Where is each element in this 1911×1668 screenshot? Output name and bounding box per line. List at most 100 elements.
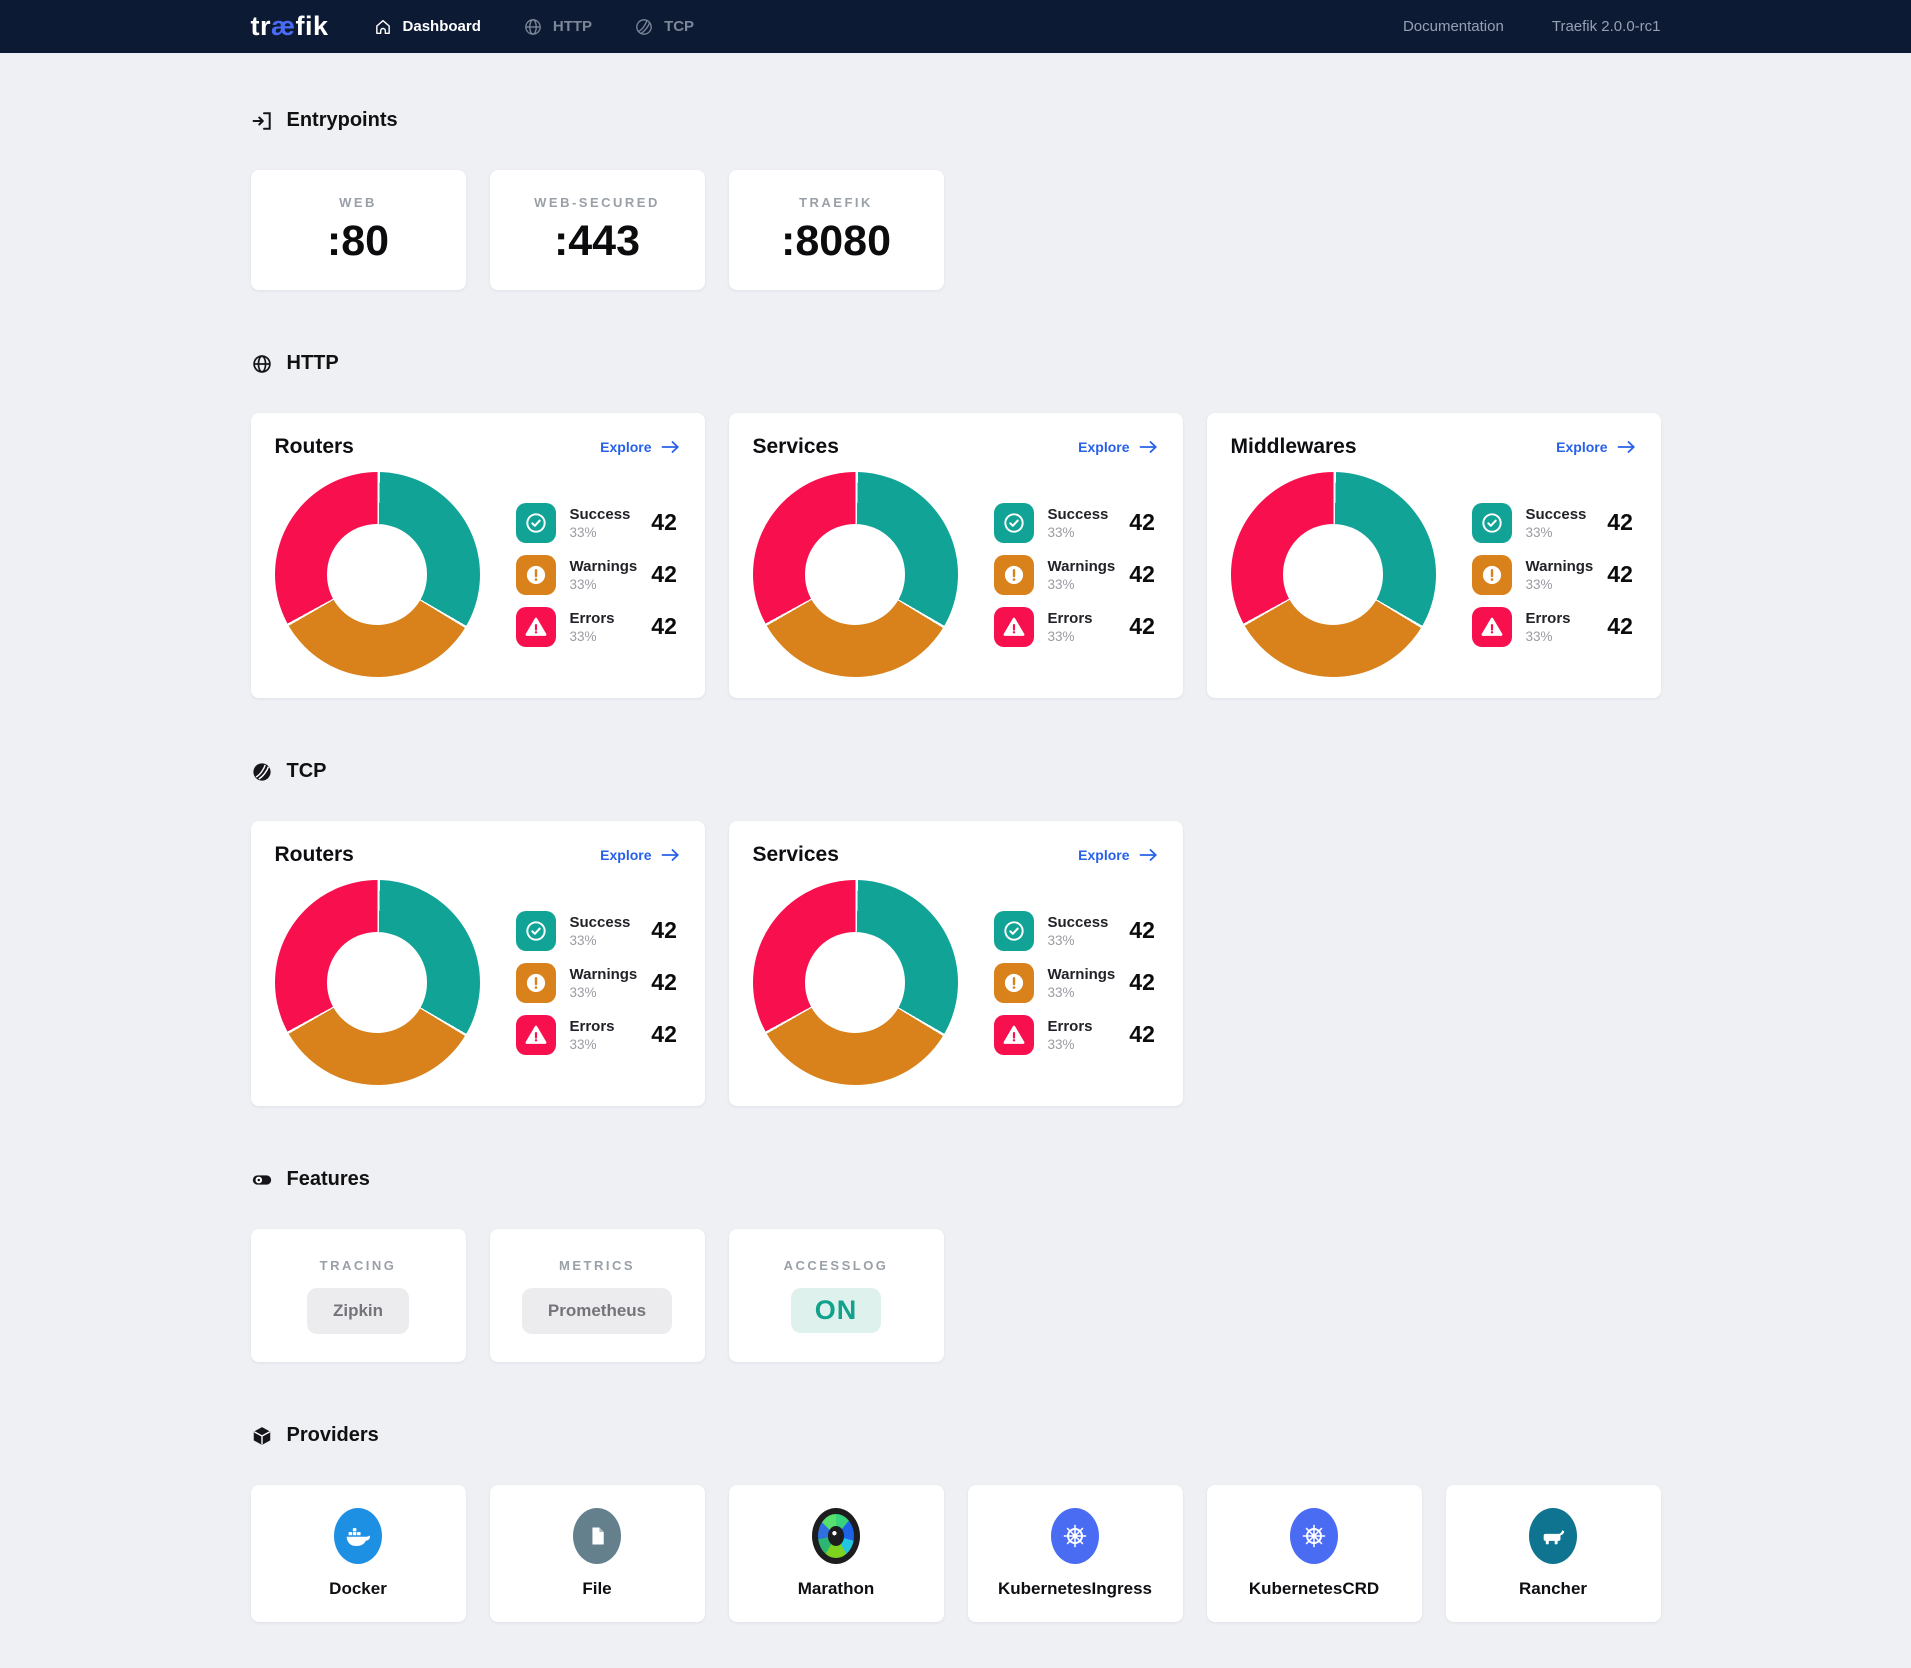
providers-header: Providers [251,1424,1661,1447]
nav-item-http[interactable]: HTTP [523,17,592,37]
chart-card: Routers Explore [250,413,705,698]
globe-icon [525,18,541,35]
entrypoint-card-web: WEB :80 [250,170,466,290]
stat-count: 42 [651,1021,677,1047]
stat-label: Errors [569,1017,615,1035]
provider-name: KubernetesCRD [1248,1579,1380,1598]
stat-percent: 33% [569,932,597,948]
explore-link[interactable]: Explore [1078,439,1158,455]
exclamation-circle-icon [1482,565,1501,584]
check-circle-icon [525,512,546,533]
entrypoint-card-traefik: TRAEFIK :8080 [728,170,944,290]
chart-legend: Success 33% 42 [480,910,681,1055]
entrypoint-card-web-secured: WEB-SECURED :443 [489,170,705,290]
stat-count: 42 [651,561,677,587]
donut-chart [274,472,480,677]
traefik-logo[interactable]: tr æ fik [251,11,329,42]
stat-icon [515,910,556,951]
chart-card-title: Services [752,435,839,458]
feature-card-accesslog: ACCESSLOG ON [728,1229,944,1362]
entrypoints-header: Entrypoints [251,109,1661,132]
stat-label: Warnings [569,965,638,983]
stat-label: Errors [569,609,615,627]
docker-icon [334,1508,382,1564]
chart-legend: Success 33% 42 [958,910,1159,1055]
stat-icon [993,606,1034,647]
stat-label: Warnings [1047,965,1116,983]
stat-count: 42 [1607,613,1633,639]
stat-row: Errors 33% 42 [515,1014,677,1055]
entrypoint-port: :443 [553,216,641,265]
warning-triangle-icon [525,617,546,636]
version-label: Traefik 2.0.0-rc1 [1551,18,1661,35]
chart-card: Routers Explore [250,821,705,1106]
http-header: HTTP [251,352,1661,375]
explore-link[interactable]: Explore [600,439,680,455]
explore-link[interactable]: Explore [1078,847,1158,863]
exclamation-circle-icon [1004,565,1023,584]
chart-card-title: Middlewares [1230,435,1357,458]
explore-label: Explore [1078,847,1130,863]
entrypoint-label: WEB-SECURED [534,194,660,210]
chart-card-title: Routers [274,843,354,866]
chart-card: Services Explore [728,821,1183,1106]
entrypoint-label: TRAEFIK [799,194,873,210]
chart-card-title: Routers [274,435,354,458]
features-header: Features [251,1168,1661,1191]
stat-label: Success [569,913,631,931]
cube-icon [253,1426,270,1445]
stat-count: 42 [1129,917,1155,943]
nav-item-label: TCP [664,18,695,35]
section-tcp: TCP Routers Explore [250,760,1661,1106]
stat-percent: 33% [1525,524,1553,540]
stat-row: Warnings 33% 42 [515,554,677,595]
explore-label: Explore [600,847,652,863]
stat-percent: 33% [1047,932,1075,948]
explore-link[interactable]: Explore [1556,439,1636,455]
section-title: Features [286,1168,370,1190]
stat-percent: 33% [1047,628,1075,644]
stat-icon [993,554,1034,595]
nav-item-tcp[interactable]: TCP [634,17,694,37]
stat-row: Warnings 33% 42 [993,554,1155,595]
stat-percent: 33% [569,1036,597,1052]
entrypoint-label: WEB [339,194,377,210]
chart-legend: Success 33% 42 [1436,502,1637,647]
toggle-icon [252,1174,271,1185]
provider-card-kubernetes-ingress: KubernetesIngress [967,1485,1183,1622]
section-title: Providers [286,1424,379,1446]
documentation-link[interactable]: Documentation [1402,18,1504,35]
warning-triangle-icon [525,1025,546,1044]
stat-row: Errors 33% 42 [993,606,1155,647]
globe-icon [252,354,271,373]
section-entrypoints: Entrypoints WEB :80 WEB-SECURED :443 TRA… [250,109,1661,290]
stat-count: 42 [1129,969,1155,995]
stat-percent: 33% [569,628,597,644]
stat-row: Warnings 33% 42 [1471,554,1633,595]
stat-row: Errors 33% 42 [515,606,677,647]
logo-part: tr [250,11,271,41]
exclamation-circle-icon [526,565,545,584]
explore-link[interactable]: Explore [600,847,680,863]
stat-icon [515,606,556,647]
check-circle-icon [525,920,546,941]
stat-percent: 33% [1525,628,1553,644]
stat-icon [993,910,1034,951]
feature-label: ACCESSLOG [783,1258,889,1273]
feature-value-badge: Prometheus [521,1287,673,1334]
check-circle-icon [1481,512,1502,533]
stat-icon [1471,502,1512,543]
donut-chart [274,880,480,1085]
stat-row: Warnings 33% 42 [993,962,1155,1003]
stat-row: Errors 33% 42 [993,1014,1155,1055]
arrow-right-icon [661,441,679,453]
logo-part-accent: æ [271,11,296,41]
chart-card: Services Explore [728,413,1183,698]
chart-legend: Success 33% 42 [958,502,1159,647]
stat-count: 42 [1129,509,1155,535]
section-features: Features TRACING Zipkin METRICS Promethe… [250,1168,1661,1362]
chart-legend: Success 33% 42 [480,502,681,647]
nav-item-dashboard[interactable]: Dashboard [373,17,481,37]
stat-row: Warnings 33% 42 [515,962,677,1003]
stat-row: Success 33% 42 [515,502,677,543]
